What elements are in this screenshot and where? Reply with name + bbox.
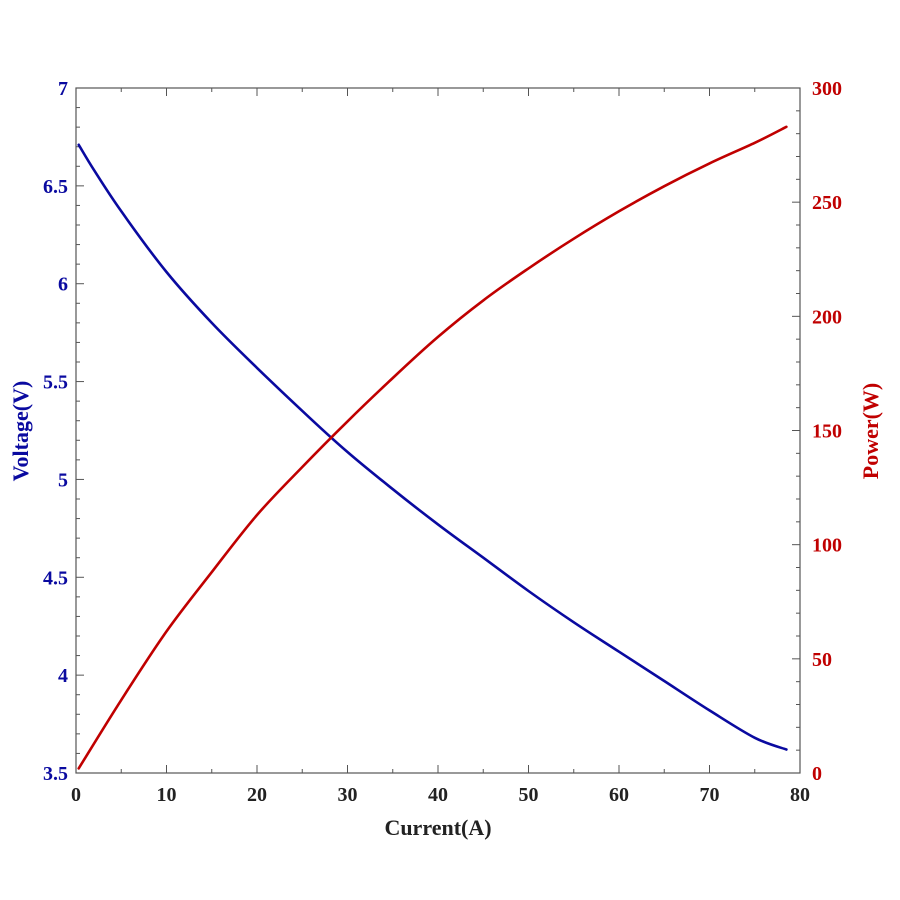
power-series-line — [77, 125, 788, 770]
x-tick-label: 10 — [157, 784, 177, 806]
x-tick-label: 20 — [247, 784, 267, 806]
y-right-tick-label: 50 — [812, 649, 832, 671]
y-left-tick-label: 5 — [58, 469, 68, 491]
y-left-tick-label: 3.5 — [43, 763, 68, 785]
x-axis-title: Current(A) — [384, 815, 491, 840]
y-right-tick-label: 0 — [812, 763, 822, 785]
y-right-tick-label: 100 — [812, 535, 842, 557]
series-lines — [77, 125, 788, 770]
x-tick-label: 70 — [700, 784, 720, 806]
y-left-tick-label: 7 — [58, 78, 68, 100]
y-left-tick-label: 5.5 — [43, 372, 68, 394]
y-right-tick-label: 300 — [812, 78, 842, 100]
x-tick-label: 0 — [71, 784, 81, 806]
left-y-axis-title: Voltage(V) — [8, 381, 33, 482]
y-right-tick-label: 150 — [812, 421, 842, 443]
right-y-axis-ticks: 0 50 100 150 200 250 300 — [792, 78, 842, 785]
right-y-axis-title: Power(W) — [858, 383, 883, 480]
voltage-series-line — [77, 143, 788, 751]
y-left-tick-label: 6.5 — [43, 176, 68, 198]
x-tick-label: 40 — [428, 784, 448, 806]
y-left-tick-label: 4.5 — [43, 567, 68, 589]
y-left-tick-label: 4 — [58, 665, 68, 687]
x-tick-label: 60 — [609, 784, 629, 806]
x-tick-label: 50 — [519, 784, 539, 806]
y-right-tick-label: 200 — [812, 306, 842, 328]
plot-frame — [75, 87, 801, 774]
x-tick-label: 80 — [790, 784, 810, 806]
y-left-tick-label: 6 — [58, 274, 68, 296]
x-tick-label: 30 — [338, 784, 358, 806]
x-axis-ticks: 0 10 20 30 40 50 60 70 80 — [71, 88, 810, 806]
left-y-axis-ticks: 3.5 4 4.5 5 5.5 6 6.5 7 — [43, 78, 84, 785]
y-right-tick-label: 250 — [812, 192, 842, 214]
plot-border — [75, 87, 801, 774]
